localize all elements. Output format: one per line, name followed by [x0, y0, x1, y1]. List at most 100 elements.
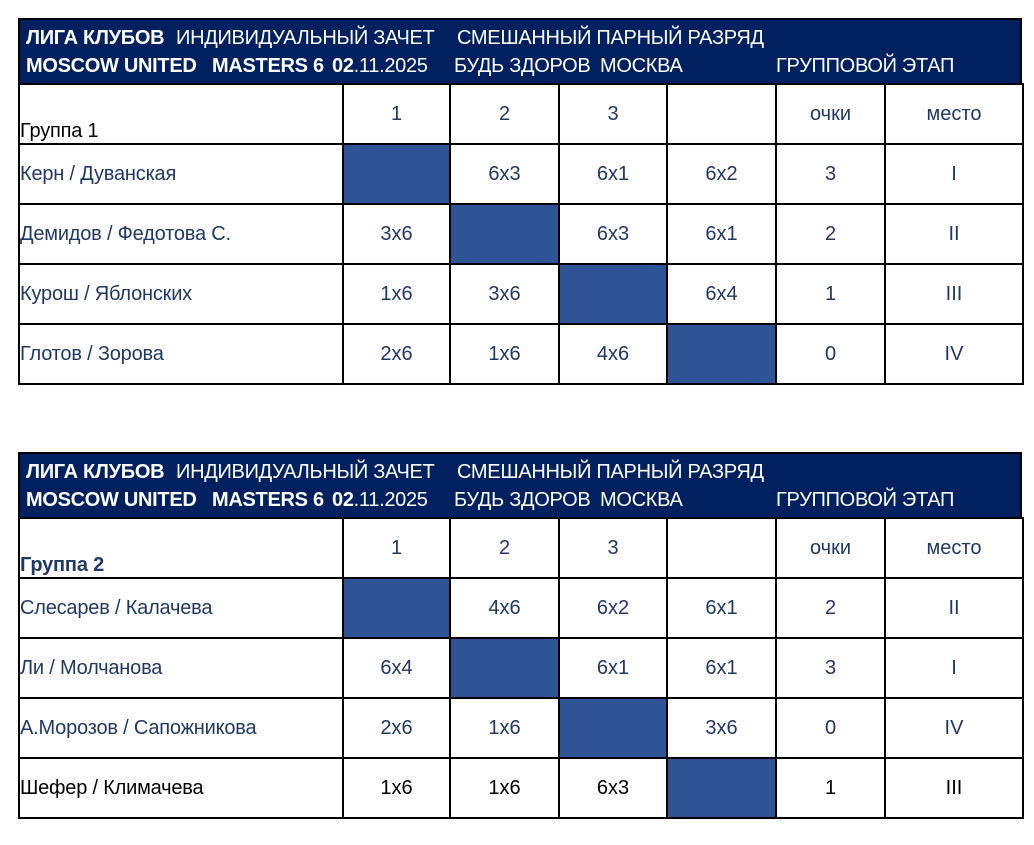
score-cell: 3x6 [449, 263, 560, 325]
league-title: ЛИГА КЛУБОВ [26, 461, 165, 483]
points-cell: 1 [775, 757, 886, 819]
points-cell: 0 [775, 697, 886, 759]
column-header-2: 2 [449, 517, 560, 579]
score-cell: 6x4 [666, 263, 777, 325]
group-label: Группа 2 [18, 517, 344, 579]
score-cell: 1x6 [449, 697, 560, 759]
stage-name: ГРУППОВОЙ ЭТАП [776, 55, 955, 77]
player-name-cell: Курош / Яблонских [18, 263, 344, 325]
page: ЛИГА КЛУБОВ ИНДИВИДУАЛЬНЫЙ ЗАЧЕТ СМЕШАНН… [18, 18, 1024, 819]
score-cell: 6x1 [558, 637, 668, 699]
score-cell: 6x3 [449, 143, 560, 205]
score-cell [558, 697, 668, 759]
venue-name: БУДЬ ЗДОРОВ [454, 489, 591, 511]
table-row: А.Морозов / Сапожникова 2x6 1x6 3x6 0 IV [18, 697, 1024, 759]
player-name-cell: Демидов / Федотова С. [18, 203, 344, 265]
player-name-cell: Керн / Дуванская [18, 143, 344, 205]
score-cell: 3x6 [342, 203, 451, 265]
score-cell [666, 323, 777, 385]
table-row: Шефер / Климачева 1x6 1x6 6x3 1 III [18, 757, 1024, 819]
place-cell: II [884, 577, 1024, 639]
points-cell: 2 [775, 203, 886, 265]
score-cell: 2x6 [342, 697, 451, 759]
group1-title-band: ЛИГА КЛУБОВ ИНДИВИДУАЛЬНЫЙ ЗАЧЕТ СМЕШАНН… [18, 18, 1022, 83]
score-cell: 4x6 [558, 323, 668, 385]
group2-title-band: ЛИГА КЛУБОВ ИНДИВИДУАЛЬНЫЙ ЗАЧЕТ СМЕШАНН… [18, 452, 1022, 517]
category-title: СМЕШАННЫЙ ПАРНЫЙ РАЗРЯД [457, 27, 764, 49]
player-name-cell: Шефер / Климачева [18, 757, 344, 819]
score-cell: 6x4 [342, 637, 451, 699]
event-name: MASTERS 6 [212, 489, 324, 511]
venue-name: БУДЬ ЗДОРОВ [454, 55, 591, 77]
group1-table: Группа 1 1 2 3 очки место Керн / Дуванск… [18, 83, 1024, 385]
scoring-type: ИНДИВИДУАЛЬНЫЙ ЗАЧЕТ [176, 27, 435, 49]
place-cell: I [884, 143, 1024, 205]
score-cell: 6x3 [558, 203, 668, 265]
place-cell: IV [884, 697, 1024, 759]
place-cell: I [884, 637, 1024, 699]
category-title: СМЕШАННЫЙ ПАРНЫЙ РАЗРЯД [457, 461, 764, 483]
band-line1: ЛИГА КЛУБОВ ИНДИВИДУАЛЬНЫЙ ЗАЧЕТ СМЕШАНН… [20, 459, 1020, 485]
section-gap [18, 385, 1022, 452]
city-name: МОСКВА [600, 55, 683, 77]
column-header-row: Группа 1 1 2 3 очки место [18, 83, 1024, 145]
place-cell: II [884, 203, 1024, 265]
player-name-cell: Глотов / Зорова [18, 323, 344, 385]
column-header-place: место [884, 83, 1024, 145]
column-header-1: 1 [342, 83, 451, 145]
player-name-cell: А.Морозов / Сапожникова [18, 697, 344, 759]
group1-section: ЛИГА КЛУБОВ ИНДИВИДУАЛЬНЫЙ ЗАЧЕТ СМЕШАНН… [18, 18, 1024, 385]
group-label: Группа 1 [18, 83, 344, 145]
column-header-points: очки [775, 517, 886, 579]
stage-name: ГРУППОВОЙ ЭТАП [776, 489, 955, 511]
city-name: МОСКВА [600, 489, 683, 511]
column-header-4 [666, 83, 777, 145]
column-header-row: Группа 2 1 2 3 очки место [18, 517, 1024, 579]
table-row: Ли / Молчанова 6x4 6x1 6x1 3 I [18, 637, 1024, 699]
score-cell: 6x2 [666, 143, 777, 205]
club-name: MOSCOW UNITED [26, 489, 197, 511]
column-header-3: 3 [558, 83, 668, 145]
score-cell: 6x1 [666, 577, 777, 639]
player-name-cell: Ли / Молчанова [18, 637, 344, 699]
score-cell: 6x1 [558, 143, 668, 205]
score-cell [342, 577, 451, 639]
event-date: 02.11.2025 [332, 55, 428, 77]
score-cell [449, 203, 560, 265]
scoring-type: ИНДИВИДУАЛЬНЫЙ ЗАЧЕТ [176, 461, 435, 483]
score-cell: 1x6 [342, 263, 451, 325]
table-row: Курош / Яблонских 1x6 3x6 6x4 1 III [18, 263, 1024, 325]
score-cell: 1x6 [342, 757, 451, 819]
table-row: Демидов / Федотова С. 3x6 6x3 6x1 2 II [18, 203, 1024, 265]
points-cell: 0 [775, 323, 886, 385]
event-date: 02.11.2025 [332, 489, 428, 511]
points-cell: 1 [775, 263, 886, 325]
score-cell: 3x6 [666, 697, 777, 759]
score-cell: 6x3 [558, 757, 668, 819]
place-cell: IV [884, 323, 1024, 385]
table-row: Керн / Дуванская 6x3 6x1 6x2 3 I [18, 143, 1024, 205]
points-cell: 3 [775, 637, 886, 699]
column-header-3: 3 [558, 517, 668, 579]
score-cell [342, 143, 451, 205]
points-cell: 3 [775, 143, 886, 205]
group2-section: ЛИГА КЛУБОВ ИНДИВИДУАЛЬНЫЙ ЗАЧЕТ СМЕШАНН… [18, 452, 1024, 819]
band-line1: ЛИГА КЛУБОВ ИНДИВИДУАЛЬНЫЙ ЗАЧЕТ СМЕШАНН… [20, 25, 1020, 51]
band-line2: MOSCOW UNITED MASTERS 6 02.11.2025 БУДЬ … [20, 487, 1020, 513]
club-name: MOSCOW UNITED [26, 55, 197, 77]
column-header-1: 1 [342, 517, 451, 579]
points-cell: 2 [775, 577, 886, 639]
score-cell: 6x1 [666, 203, 777, 265]
score-cell: 2x6 [342, 323, 451, 385]
score-cell [666, 757, 777, 819]
score-cell: 1x6 [449, 323, 560, 385]
player-name-cell: Слесарев / Калачева [18, 577, 344, 639]
event-name: MASTERS 6 [212, 55, 324, 77]
table-row: Глотов / Зорова 2x6 1x6 4x6 0 IV [18, 323, 1024, 385]
score-cell: 6x2 [558, 577, 668, 639]
score-cell [449, 637, 560, 699]
score-cell: 4x6 [449, 577, 560, 639]
score-cell: 6x1 [666, 637, 777, 699]
table-row: Слесарев / Калачева 4x6 6x2 6x1 2 II [18, 577, 1024, 639]
league-title: ЛИГА КЛУБОВ [26, 27, 165, 49]
